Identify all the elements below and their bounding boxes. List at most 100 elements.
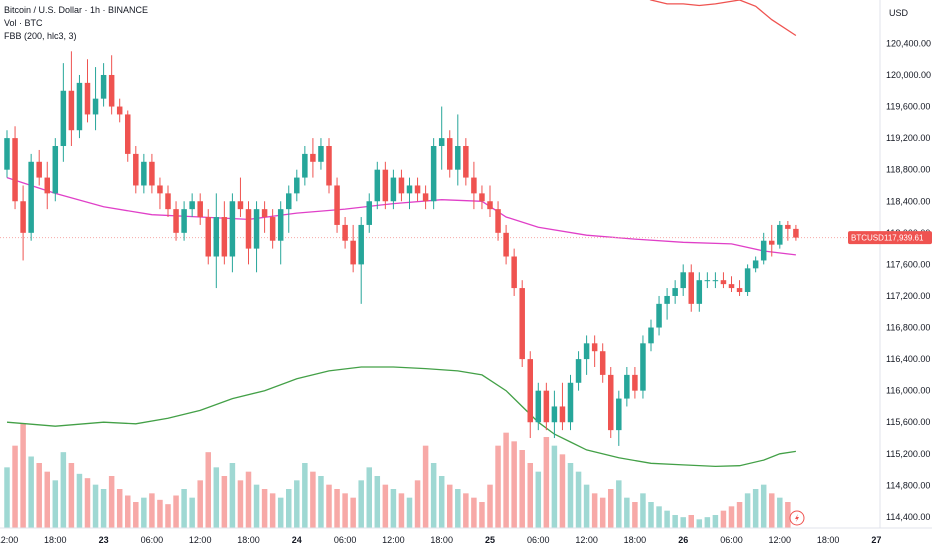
price-axis-label: 120,400.00: [886, 38, 931, 48]
candle-body: [414, 185, 421, 194]
volume-bar: [616, 480, 622, 528]
time-axis-label: 18:00: [430, 535, 453, 545]
volume-bar: [688, 515, 694, 528]
time-axis-label: 18:00: [44, 535, 67, 545]
candle-body: [286, 193, 292, 210]
volume-bar: [302, 463, 308, 528]
volume-bar: [141, 497, 147, 528]
candle-body: [326, 146, 332, 186]
indicator-legend[interactable]: FBB (200, hlc3, 3): [4, 31, 77, 41]
candle-body: [648, 327, 654, 344]
volume-bar: [543, 437, 550, 528]
volume-legend[interactable]: Vol · BTC: [4, 18, 43, 28]
candle-body: [752, 260, 759, 269]
volume-bar: [438, 476, 445, 528]
candle-body: [310, 153, 316, 162]
candle-body: [567, 382, 574, 423]
volume-bar: [4, 467, 10, 528]
candle-body: [430, 146, 437, 202]
price-axis-label: 118,800.00: [886, 165, 930, 175]
candle-body: [777, 224, 783, 245]
price-axis[interactable]: 120,400.00 120,000.00 119,600.00 119,200.00…: [886, 38, 931, 522]
price-axis-label: 116,800.00: [886, 323, 930, 333]
candle-body: [52, 146, 59, 194]
time-axis-label: 12:00: [189, 535, 212, 545]
candle-body: [680, 272, 686, 289]
candle-body: [92, 98, 99, 115]
time-axis-label: 18:00: [817, 535, 840, 545]
candle-body: [744, 268, 751, 293]
volume-bar: [12, 445, 18, 528]
candle-body: [447, 138, 453, 170]
volume-bar: [382, 484, 389, 528]
candle-body: [608, 374, 614, 431]
candle-body: [141, 161, 147, 186]
time-axis-label: 06:00: [720, 535, 743, 545]
candle-body: [84, 82, 91, 115]
volume-bar: [720, 510, 727, 528]
volume-bar: [455, 489, 461, 528]
candle-body: [374, 169, 381, 202]
time-axis-label: 24: [292, 535, 302, 545]
volume-bar: [575, 471, 582, 528]
volume-bar: [52, 480, 59, 528]
volume-bar: [294, 480, 300, 528]
volume-bar: [133, 502, 139, 528]
volume-bar: [221, 476, 228, 528]
volume-bar: [60, 452, 67, 528]
price-axis-label: 115,200.00: [886, 449, 930, 459]
lower-band-line: [6, 366, 796, 468]
volume-bar: [366, 467, 372, 528]
volume-bar: [785, 502, 791, 528]
volume-bar: [664, 510, 670, 528]
volume-bar: [213, 467, 220, 528]
volume-bar: [181, 489, 187, 528]
volume-bar: [704, 517, 711, 528]
candle-body: [479, 193, 485, 202]
volume-bar: [68, 463, 75, 528]
candle-body: [696, 280, 703, 304]
replay-lightning-icon[interactable]: [789, 510, 805, 526]
volume-bar: [728, 506, 735, 528]
upper-band-line: [649, 0, 797, 37]
candle-body: [559, 406, 566, 423]
candle-body: [253, 209, 260, 249]
time-axis[interactable]: 12:00 18:00 23 06:00 12:00 18:00 24 06:00 12:00 1…: [0, 535, 881, 545]
volume-bar: [583, 484, 590, 528]
volume-bar: [358, 480, 364, 528]
volume-bar: [777, 497, 783, 528]
volume-bar: [591, 493, 598, 528]
candle-body: [4, 138, 10, 170]
time-axis-label: 26: [678, 535, 688, 545]
candle-body: [495, 209, 501, 233]
candle-body: [712, 280, 719, 282]
volume-bar: [28, 456, 34, 528]
volume-bar: [342, 493, 348, 528]
volume-bar: [414, 480, 421, 528]
candle-body: [157, 185, 163, 194]
candle-body: [221, 217, 228, 257]
volume-bar: [116, 489, 123, 528]
candle-body: [181, 209, 187, 233]
time-axis-label: 12:00: [0, 535, 18, 545]
time-axis-label: 25: [485, 535, 495, 545]
price-axis-label: 114,800.00: [886, 480, 930, 490]
volume-bar: [551, 445, 558, 528]
volume-bar: [334, 489, 340, 528]
volume-bar: [20, 424, 26, 528]
volume-bar: [479, 502, 485, 528]
candle-body: [342, 224, 348, 241]
candle-body: [760, 240, 767, 261]
volume-bar: [390, 489, 397, 528]
volume-bar: [430, 463, 437, 528]
candle-body: [583, 343, 590, 360]
price-axis-label: 118,400.00: [886, 196, 930, 206]
candle-body: [133, 153, 139, 186]
candle-body: [599, 351, 606, 375]
candlesticks[interactable]: [4, 51, 799, 446]
volume-bar: [44, 471, 50, 528]
price-axis-label: 119,200.00: [886, 133, 930, 143]
symbol-title[interactable]: Bitcoin / U.S. Dollar · 1h · BINANCE: [4, 5, 149, 15]
price-axis-label: 117,600.00: [886, 259, 930, 269]
